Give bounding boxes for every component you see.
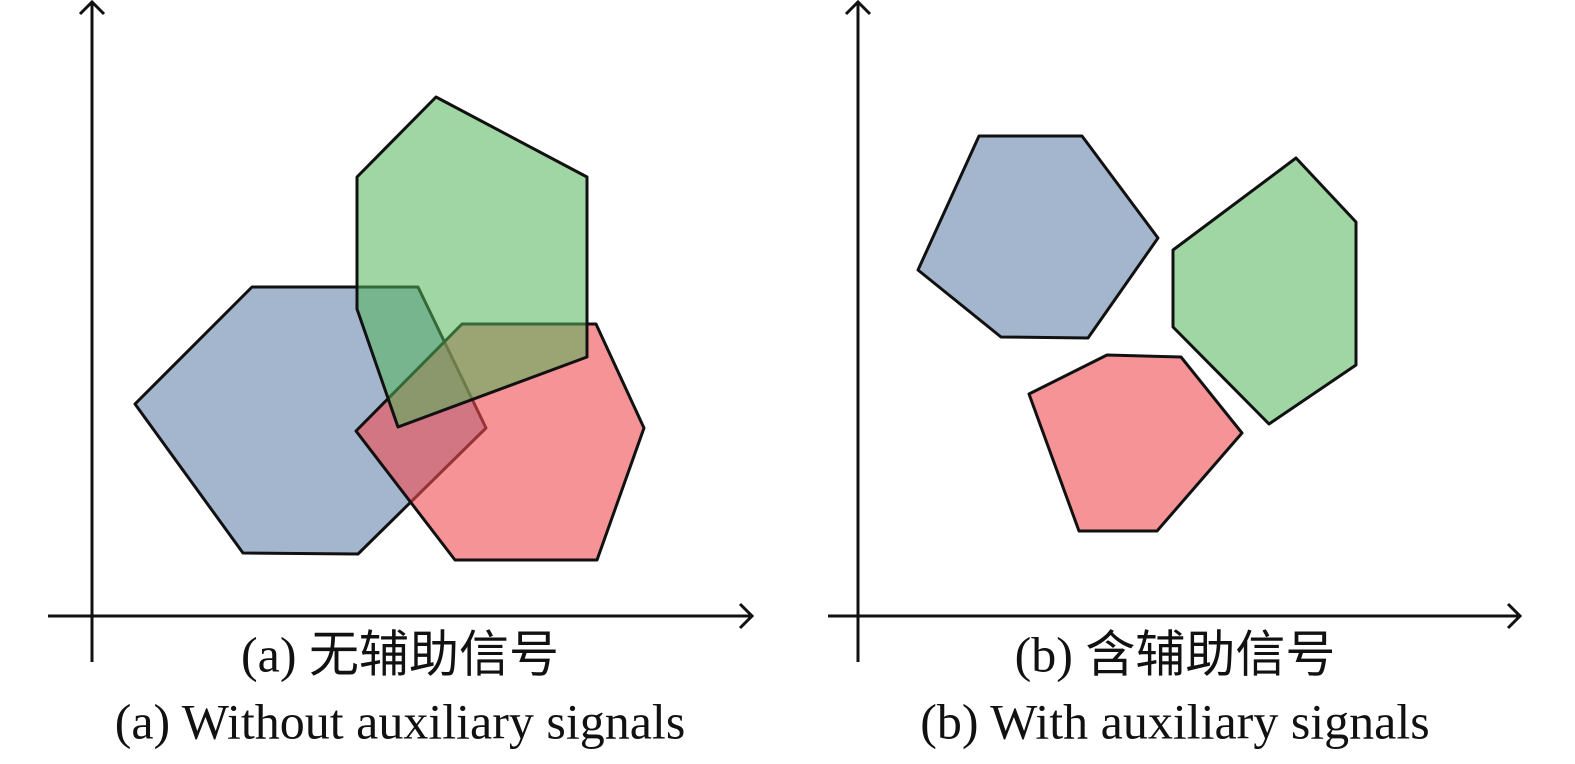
green-hexagon <box>1171 156 1358 426</box>
caption-en: (a) Without auxiliary signals <box>115 693 686 749</box>
panel-b: (b) 含辅助信号 (b) With auxiliary signals <box>828 0 1523 749</box>
axes <box>48 0 755 662</box>
blue-hexagon <box>916 134 1160 340</box>
axes <box>828 0 1523 662</box>
caption-zh: (a) 无辅助信号 <box>241 626 559 682</box>
panel-a: (a) 无辅助信号 (a) Without auxiliary signals <box>48 0 755 749</box>
green-hexagon <box>355 95 589 429</box>
caption-en: (b) With auxiliary signals <box>920 693 1429 749</box>
caption-zh: (b) 含辅助信号 <box>1015 626 1336 682</box>
red-hexagon <box>1027 353 1244 533</box>
